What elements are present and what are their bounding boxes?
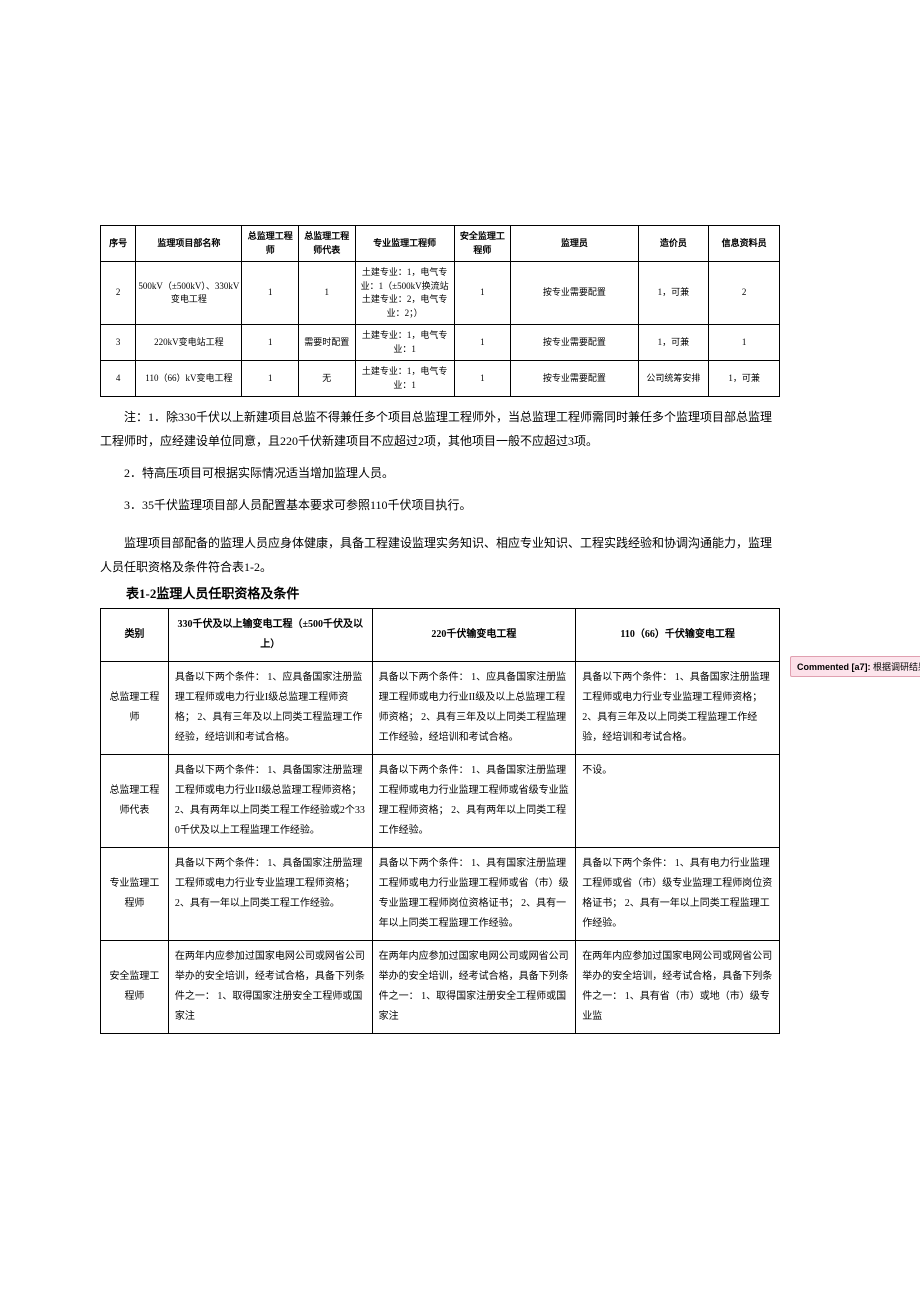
table2-cell: 在两年内应参加过国家电网公司或网省公司举办的安全培训，经考试合格，具备下列条件之… bbox=[576, 941, 780, 1034]
table2-cell: 具备以下两个条件： 1、应具备国家注册监理工程师或电力行业II级及以上总监理工程… bbox=[372, 662, 576, 755]
table1-cell: 2 bbox=[101, 262, 136, 325]
table2-cell: 具备以下两个条件： 1、具备国家注册监理工程师或电力行业专业监理工程师资格； 2… bbox=[576, 662, 780, 755]
table1-cell: 按专业需要配置 bbox=[511, 325, 638, 361]
table1-cell: 按专业需要配置 bbox=[511, 262, 638, 325]
table1-cell: 无 bbox=[299, 361, 356, 397]
comment-label: Commented [a7]: bbox=[797, 662, 871, 672]
review-comment: Commented [a7]: 根据调研结果调整。 bbox=[790, 656, 920, 677]
table1-cell: 1 bbox=[242, 361, 299, 397]
note-3: 3．35千伏监理项目部人员配置基本要求可参照110千伏项目执行。 bbox=[100, 493, 780, 517]
table2-cell: 在两年内应参加过国家电网公司或网省公司举办的安全培训，经考试合格，具备下列条件之… bbox=[372, 941, 576, 1034]
table2-cell: 不设。 bbox=[576, 755, 780, 848]
table2-cell: 具备以下两个条件： 1、具有国家注册监理工程师或电力行业监理工程师或省（市）级专… bbox=[372, 848, 576, 941]
staffing-table: 序号监理项目部名称总监理工程师总监理工程师代表专业监理工程师安全监理工程师监理员… bbox=[100, 225, 780, 397]
table2-header: 110（66）千伏输变电工程 bbox=[576, 609, 780, 662]
note-1: 注：1．除330千伏以上新建项目总监不得兼任多个项目总监理工程师外，当总监理工程… bbox=[100, 405, 780, 453]
table1-cell: 1 bbox=[299, 262, 356, 325]
table1-header: 专业监理工程师 bbox=[355, 226, 454, 262]
table1-cell: 1 bbox=[454, 361, 511, 397]
table1-header: 总监理工程师 bbox=[242, 226, 299, 262]
table1-cell: 220kV变电站工程 bbox=[136, 325, 242, 361]
table2-cell: 具备以下两个条件： 1、具备国家注册监理工程师或电力行业监理工程师或省级专业监理… bbox=[372, 755, 576, 848]
table1-cell: 110（66）kV变电工程 bbox=[136, 361, 242, 397]
table1-header: 序号 bbox=[101, 226, 136, 262]
table1-header: 信息资料员 bbox=[709, 226, 780, 262]
table1-cell: 1 bbox=[242, 325, 299, 361]
table2-cell: 在两年内应参加过国家电网公司或网省公司举办的安全培训，经考试合格，具备下列条件之… bbox=[168, 941, 372, 1034]
table1-cell: 4 bbox=[101, 361, 136, 397]
table1-cell: 1，可兼 bbox=[709, 361, 780, 397]
table1-cell: 1 bbox=[709, 325, 780, 361]
table-1-2-title: 表1-2监理人员任职资格及条件 bbox=[100, 583, 780, 602]
table1-cell: 3 bbox=[101, 325, 136, 361]
table1-cell: 1 bbox=[454, 262, 511, 325]
table2-header: 类别 bbox=[101, 609, 169, 662]
table1-cell: 土建专业：1，电气专业：1（±500kV换流站土建专业：2，电气专业：2；） bbox=[355, 262, 454, 325]
note-2: 2．特高压项目可根据实际情况适当增加监理人员。 bbox=[100, 461, 780, 485]
table2-category: 专业监理工程师 bbox=[101, 848, 169, 941]
table1-cell: 500kV（±500kV）、330kV变电工程 bbox=[136, 262, 242, 325]
table1-cell: 1，可兼 bbox=[638, 325, 709, 361]
table2-category: 总监理工程师 bbox=[101, 662, 169, 755]
table1-cell: 1，可兼 bbox=[638, 262, 709, 325]
paragraph-intro: 监理项目部配备的监理人员应身体健康，具备工程建设监理实务知识、相应专业知识、工程… bbox=[100, 531, 780, 579]
table2-cell: 具备以下两个条件： 1、具备国家注册监理工程师或电力行业专业监理工程师资格； 2… bbox=[168, 848, 372, 941]
table2-cell: 具备以下两个条件： 1、应具备国家注册监理工程师或电力行业I级总监理工程师资格；… bbox=[168, 662, 372, 755]
table1-cell: 1 bbox=[454, 325, 511, 361]
comment-text: 根据调研结果调整。 bbox=[871, 662, 920, 672]
qualification-table: 类别330千伏及以上输变电工程（±500千伏及以上）220千伏输变电工程110（… bbox=[100, 608, 780, 1034]
table2-category: 安全监理工程师 bbox=[101, 941, 169, 1034]
table2-header: 220千伏输变电工程 bbox=[372, 609, 576, 662]
table1-header: 安全监理工程师 bbox=[454, 226, 511, 262]
table1-header: 监理员 bbox=[511, 226, 638, 262]
table1-cell: 1 bbox=[242, 262, 299, 325]
table1-cell: 按专业需要配置 bbox=[511, 361, 638, 397]
table2-cell: 具备以下两个条件： 1、具备国家注册监理工程师或电力行业II级总监理工程师资格；… bbox=[168, 755, 372, 848]
table2-category: 总监理工程师代表 bbox=[101, 755, 169, 848]
table1-cell: 公司统筹安排 bbox=[638, 361, 709, 397]
table1-cell: 土建专业：1，电气专业：1 bbox=[355, 361, 454, 397]
table1-cell: 土建专业：1，电气专业：1 bbox=[355, 325, 454, 361]
table1-header: 监理项目部名称 bbox=[136, 226, 242, 262]
table1-header: 造价员 bbox=[638, 226, 709, 262]
table2-cell: 具备以下两个条件： 1、具有电力行业监理工程师或省（市）级专业监理工程师岗位资格… bbox=[576, 848, 780, 941]
table1-cell: 需要时配置 bbox=[299, 325, 356, 361]
table1-header: 总监理工程师代表 bbox=[299, 226, 356, 262]
table2-header: 330千伏及以上输变电工程（±500千伏及以上） bbox=[168, 609, 372, 662]
table1-cell: 2 bbox=[709, 262, 780, 325]
